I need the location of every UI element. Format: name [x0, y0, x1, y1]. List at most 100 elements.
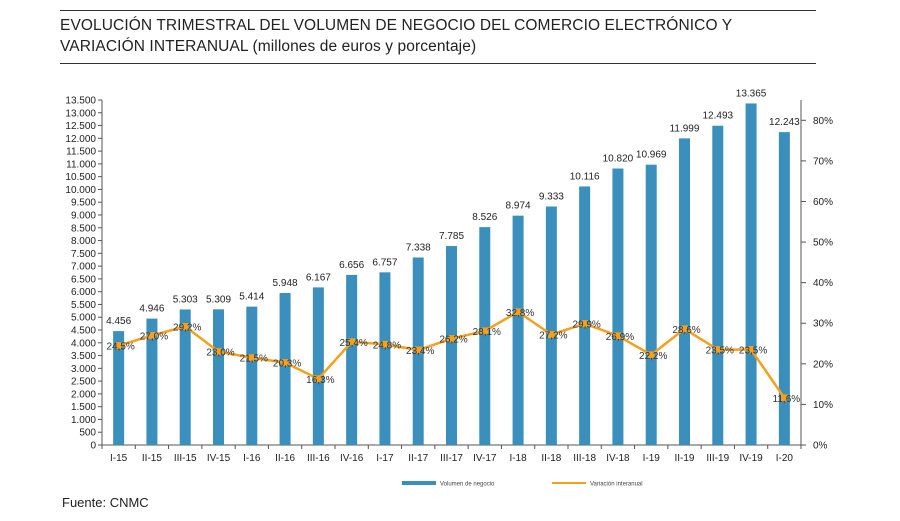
- bar: [479, 227, 491, 445]
- bar: [146, 318, 158, 445]
- bar-value-label: 5.309: [206, 294, 231, 305]
- bar: [246, 306, 258, 445]
- y-left-tick-label: 10.500: [65, 172, 96, 183]
- x-tick-label: IV-15: [207, 453, 231, 464]
- y-left-tick-label: 11.500: [66, 147, 96, 158]
- bar-value-label: 6.167: [306, 272, 331, 283]
- y-left-tick-label: 7.500: [71, 249, 96, 260]
- legend-swatch-bars: [402, 481, 436, 485]
- line-value-label: 27,0%: [140, 331, 168, 342]
- bar: [579, 186, 591, 446]
- bar: [379, 272, 391, 445]
- line-point: [381, 340, 389, 348]
- y-left-tick-label: 0: [90, 441, 96, 452]
- line-point: [181, 322, 189, 330]
- bar: [512, 215, 524, 445]
- chart-title-main: EVOLUCIÓN TRIMESTRAL DEL VOLUMEN DE NEGO…: [60, 17, 732, 55]
- y-left-tick-label: 500: [79, 428, 96, 439]
- x-tick-label: IV-19: [739, 453, 763, 464]
- bar-value-label: 8.526: [472, 212, 497, 223]
- bar-value-label: 8.974: [506, 201, 531, 212]
- bar: [179, 309, 191, 445]
- line-point: [348, 338, 356, 346]
- y-left-tick-label: 4.500: [71, 326, 96, 337]
- y-left-tick-label: 9.500: [71, 198, 96, 209]
- line-point: [780, 394, 788, 402]
- line-point: [514, 308, 522, 316]
- legend-label-bars: Volumen de negocio: [440, 482, 495, 488]
- bar: [545, 206, 557, 445]
- y-right-tick-label: 40%: [813, 278, 833, 289]
- x-tick-label: I-17: [376, 453, 394, 464]
- x-tick-label: III-15: [174, 453, 197, 464]
- line-point: [614, 332, 622, 340]
- y-left-tick-label: 5.500: [71, 300, 96, 311]
- line-point: [414, 346, 422, 354]
- y-left-tick-label: 6.500: [71, 274, 96, 285]
- x-tick-label: III-19: [706, 453, 729, 464]
- y-left-tick-label: 7.000: [71, 262, 96, 273]
- line-point: [448, 335, 455, 343]
- y-left-tick-label: 13.000: [65, 108, 96, 119]
- x-tick-label: III-16: [307, 453, 330, 464]
- x-tick-label: IV-17: [473, 453, 497, 464]
- line-value-label: 23,4%: [406, 346, 434, 357]
- y-left-tick-label: 12.000: [65, 134, 96, 145]
- line-point: [547, 331, 555, 339]
- bar: [745, 103, 757, 445]
- line-point: [215, 348, 222, 356]
- line-value-label: 28,1%: [473, 327, 501, 338]
- line-point: [714, 346, 722, 354]
- chart-subtitle: (millones de euros y porcentaje): [252, 38, 477, 55]
- bar: [312, 287, 324, 445]
- legend-label-line: Variación interanual: [590, 482, 643, 488]
- x-tick-label: II-17: [408, 453, 428, 464]
- line-point: [481, 327, 489, 335]
- y-left-tick-label: 8.500: [71, 223, 96, 234]
- bar-value-label: 12.243: [769, 117, 800, 128]
- bar: [778, 132, 790, 445]
- x-tick-label: III-18: [573, 453, 596, 464]
- line-point: [115, 342, 123, 350]
- y-left-tick-label: 3.500: [71, 351, 96, 362]
- line-value-label: 22,2%: [639, 351, 667, 362]
- y-left-tick-label: 2.500: [71, 377, 96, 388]
- bar: [213, 309, 224, 445]
- x-tick-label: IV-18: [606, 453, 630, 464]
- y-left-tick-label: 11.000: [66, 159, 96, 170]
- bar-value-label: 5.303: [173, 294, 198, 305]
- bar: [679, 138, 690, 445]
- bar: [113, 331, 125, 445]
- bar-value-label: 6.757: [372, 257, 397, 268]
- line-point: [148, 331, 156, 339]
- line-value-label: 26,9%: [606, 332, 634, 343]
- bar: [612, 168, 624, 445]
- line-value-label: 20,3%: [273, 359, 301, 370]
- y-left-tick-label: 5.000: [71, 313, 96, 324]
- bar: [712, 125, 724, 446]
- line-point: [647, 351, 655, 359]
- line-point: [681, 325, 688, 333]
- bar-value-label: 4.946: [139, 304, 164, 315]
- bar: [645, 164, 657, 446]
- bar-value-label: 9.333: [539, 191, 564, 202]
- line-value-label: 27,2%: [539, 331, 567, 342]
- line-value-label: 16,3%: [306, 375, 334, 386]
- line-value-label: 23,5%: [739, 346, 767, 357]
- source-note: Fuente: CNMC: [62, 495, 149, 510]
- y-left-tick-label: 10.000: [65, 185, 96, 196]
- line-value-label: 23,5%: [706, 346, 734, 357]
- bar-value-label: 11.999: [670, 123, 700, 134]
- line-point: [248, 354, 256, 362]
- y-left-tick-label: 6.000: [71, 287, 96, 298]
- line-value-label: 23,0%: [206, 348, 234, 359]
- y-right-tick-label: 30%: [813, 319, 833, 330]
- x-tick-label: I-15: [110, 453, 128, 464]
- bar: [446, 246, 457, 445]
- bar-value-label: 7.785: [439, 231, 464, 242]
- x-tick-label: II-18: [541, 453, 561, 464]
- y-left-tick-label: 9.000: [71, 211, 96, 222]
- y-right-tick-label: 60%: [813, 197, 833, 208]
- chart-title-block: EVOLUCIÓN TRIMESTRAL DEL VOLUMEN DE NEGO…: [60, 10, 816, 64]
- y-left-tick-label: 1.500: [71, 402, 96, 413]
